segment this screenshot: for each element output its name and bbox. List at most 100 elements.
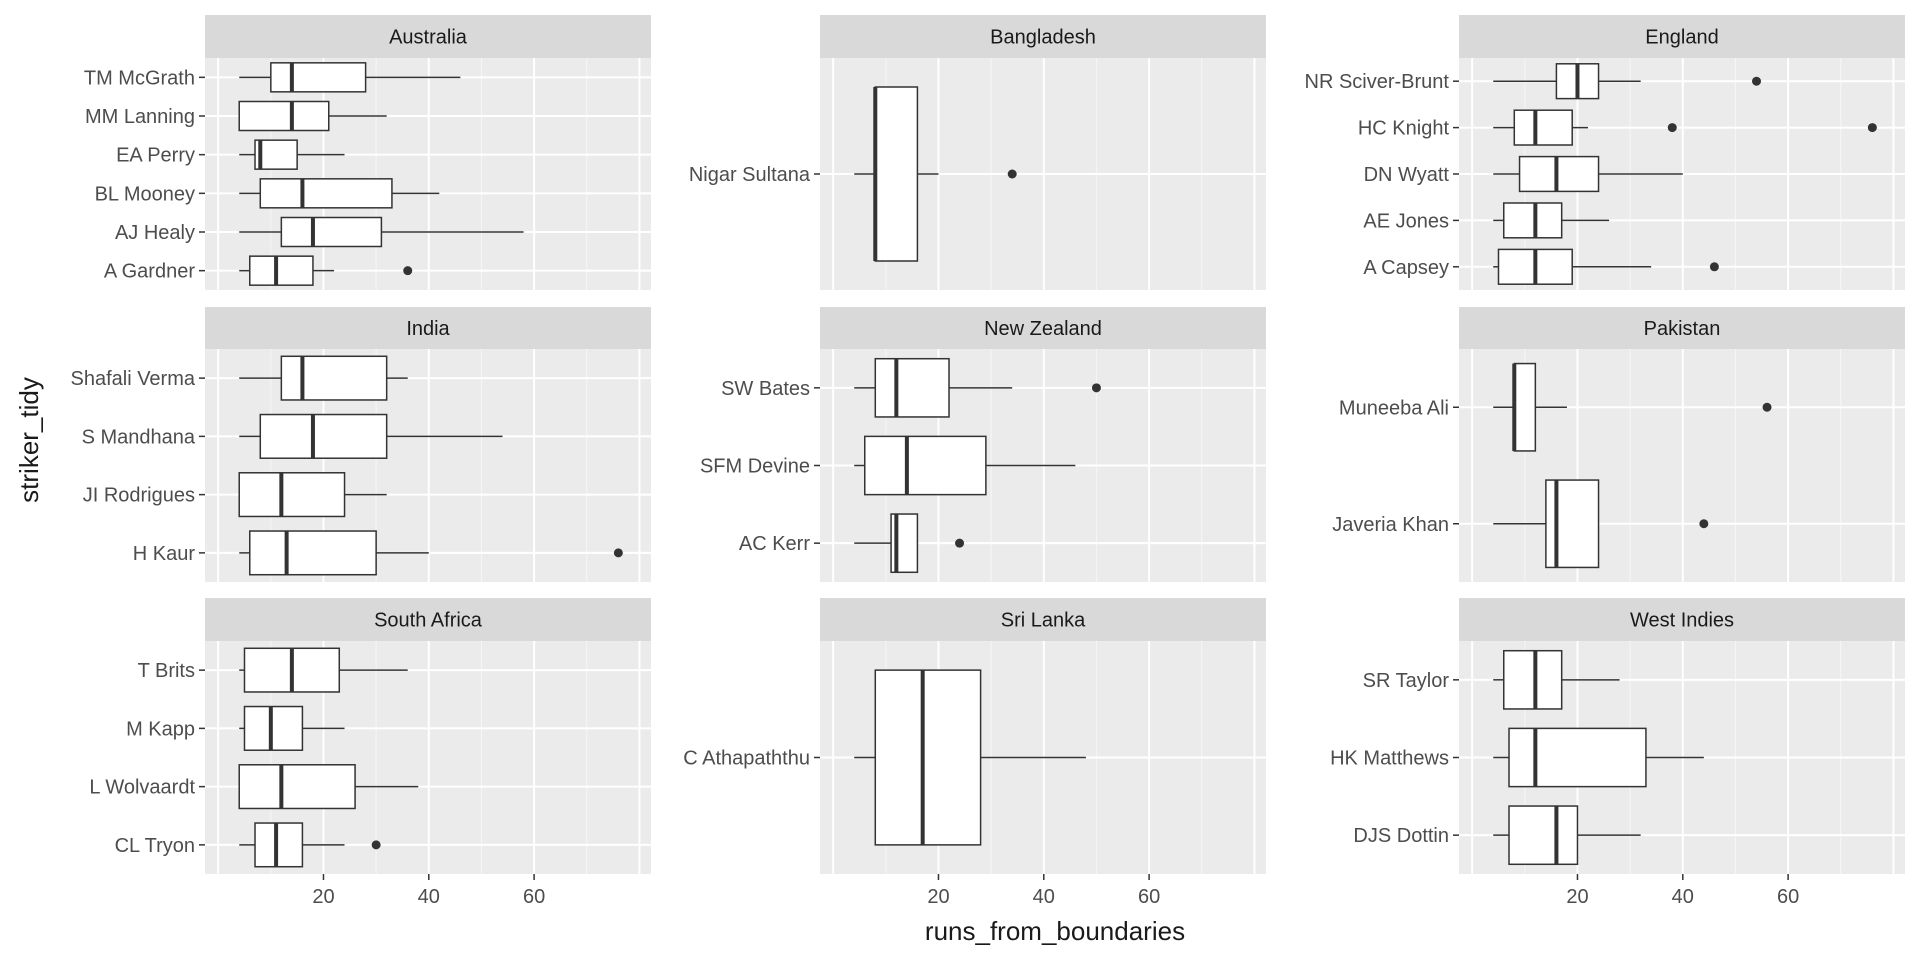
- box: [1503, 202, 1563, 239]
- x-tick-label: 60: [523, 886, 545, 908]
- outlier-point: [1867, 123, 1877, 133]
- y-tick-label: Javeria Khan: [1332, 514, 1449, 536]
- y-tick-label: MM Lanning: [85, 106, 195, 128]
- box: [1518, 155, 1600, 193]
- facet-panel: West Indies SR Taylor HK Matthews DJS Dotti…: [1330, 598, 1905, 908]
- box: [280, 355, 388, 401]
- y-tick-label: AC Kerr: [739, 533, 810, 555]
- y-tick-label: DN Wyatt: [1364, 164, 1450, 186]
- outlier-point: [1709, 262, 1719, 272]
- facet-panels: Australia TM McGrath MM Lanning EA Perry BL …: [70, 15, 1905, 908]
- y-tick-label: C Athapaththu: [683, 748, 810, 770]
- x-tick-label: 20: [312, 886, 334, 908]
- x-tick-label: 60: [1138, 886, 1160, 908]
- facet-title: New Zealand: [984, 318, 1102, 340]
- facet-strip: [820, 598, 1266, 641]
- y-tick-label: Nigar Sultana: [689, 164, 811, 186]
- y-tick-label: TM McGrath: [84, 67, 195, 89]
- facet-strip: [205, 15, 651, 58]
- x-tick-label: 60: [1777, 886, 1799, 908]
- y-tick-label: SR Taylor: [1363, 670, 1450, 692]
- y-tick-label: HK Matthews: [1330, 748, 1449, 770]
- box: [1545, 479, 1600, 569]
- box: [1508, 727, 1647, 788]
- outlier-point: [371, 840, 381, 850]
- y-tick-label: Shafali Verma: [70, 368, 195, 390]
- x-tick-label: 40: [1033, 886, 1055, 908]
- outlier-point: [613, 548, 623, 558]
- y-tick-label: A Gardner: [104, 261, 196, 283]
- facet-title: South Africa: [374, 610, 483, 632]
- y-tick-label: SFM Devine: [700, 456, 810, 478]
- box: [238, 764, 356, 810]
- y-tick-label: EA Perry: [116, 145, 195, 167]
- y-tick-label: L Wolvaardt: [89, 777, 195, 799]
- y-tick-label: A Capsey: [1363, 257, 1449, 279]
- y-tick-label: BL Mooney: [95, 183, 195, 205]
- facet-panel: India Shafali Verma S Mandhana JI Rodrigues…: [70, 307, 651, 582]
- outlier-point: [1752, 76, 1762, 86]
- box: [874, 669, 982, 846]
- outlier-point: [1007, 169, 1017, 179]
- outlier-point: [1762, 402, 1772, 412]
- y-tick-label: AE Jones: [1363, 210, 1449, 232]
- y-tick-label: H Kaur: [133, 543, 196, 565]
- box: [874, 86, 919, 262]
- facet-strip: [205, 307, 651, 349]
- box: [238, 100, 330, 132]
- facet-title: West Indies: [1630, 610, 1734, 632]
- box: [259, 413, 388, 459]
- box: [874, 357, 950, 418]
- x-tick-label: 40: [1672, 886, 1694, 908]
- box: [1513, 109, 1573, 146]
- box: [270, 62, 367, 93]
- x-tick-label: 20: [1566, 886, 1588, 908]
- y-tick-label: NR Sciver-Brunt: [1305, 71, 1450, 93]
- box: [1508, 805, 1579, 866]
- box: [238, 472, 346, 518]
- outlier-point: [1699, 519, 1709, 529]
- facet-strip: [205, 598, 651, 641]
- facet-strip: [820, 15, 1266, 58]
- facet-panel: Pakistan Muneeba Ali Javeria Khan: [1332, 307, 1905, 582]
- y-tick-label: Muneeba Ali: [1339, 397, 1449, 419]
- y-tick-label: SW Bates: [721, 378, 810, 400]
- y-tick-label: CL Tryon: [115, 835, 195, 857]
- facet-title: Australia: [389, 27, 468, 49]
- facet-panel: England NR Sciver-Brunt HC Knight DN Wyatt A…: [1305, 15, 1905, 290]
- box: [864, 435, 987, 496]
- box: [243, 705, 304, 751]
- y-tick-label: T Brits: [138, 660, 195, 682]
- facet-panel: Bangladesh Nigar Sultana: [689, 15, 1266, 290]
- facet-title: Sri Lanka: [1001, 610, 1086, 632]
- facet-panel: Sri Lanka C Athapaththu 20 40 60: [683, 598, 1266, 908]
- box: [280, 216, 383, 248]
- outlier-point: [1667, 123, 1677, 133]
- outlier-point: [1091, 383, 1101, 393]
- facet-panel: Australia TM McGrath MM Lanning EA Perry BL …: [84, 15, 651, 290]
- facet-title: Bangladesh: [990, 27, 1096, 49]
- facet-title: England: [1645, 27, 1718, 49]
- facet-strip: [1459, 15, 1905, 58]
- box: [1503, 649, 1563, 710]
- facet-title: India: [406, 318, 450, 340]
- outlier-point: [955, 538, 965, 548]
- facet-panel: New Zealand SW Bates SFM Devine AC Kerr: [700, 307, 1266, 582]
- facet-strip: [820, 307, 1266, 349]
- facet-strip: [1459, 598, 1905, 641]
- box: [1513, 362, 1537, 452]
- y-tick-label: HC Knight: [1358, 118, 1450, 140]
- y-tick-label: S Mandhana: [82, 426, 196, 448]
- box: [249, 530, 377, 576]
- y-tick-label: DJS Dottin: [1353, 825, 1449, 847]
- y-tick-label: AJ Healy: [115, 222, 195, 244]
- facet-title: Pakistan: [1644, 318, 1721, 340]
- x-tick-label: 20: [927, 886, 949, 908]
- x-axis-title: runs_from_boundaries: [925, 916, 1185, 946]
- x-tick-label: 40: [418, 886, 440, 908]
- box: [249, 255, 314, 286]
- outlier-point: [403, 266, 413, 276]
- facet-strip: [1459, 307, 1905, 349]
- facet-panel: South Africa T Brits M Kapp L Wolvaardt CL T…: [89, 598, 651, 908]
